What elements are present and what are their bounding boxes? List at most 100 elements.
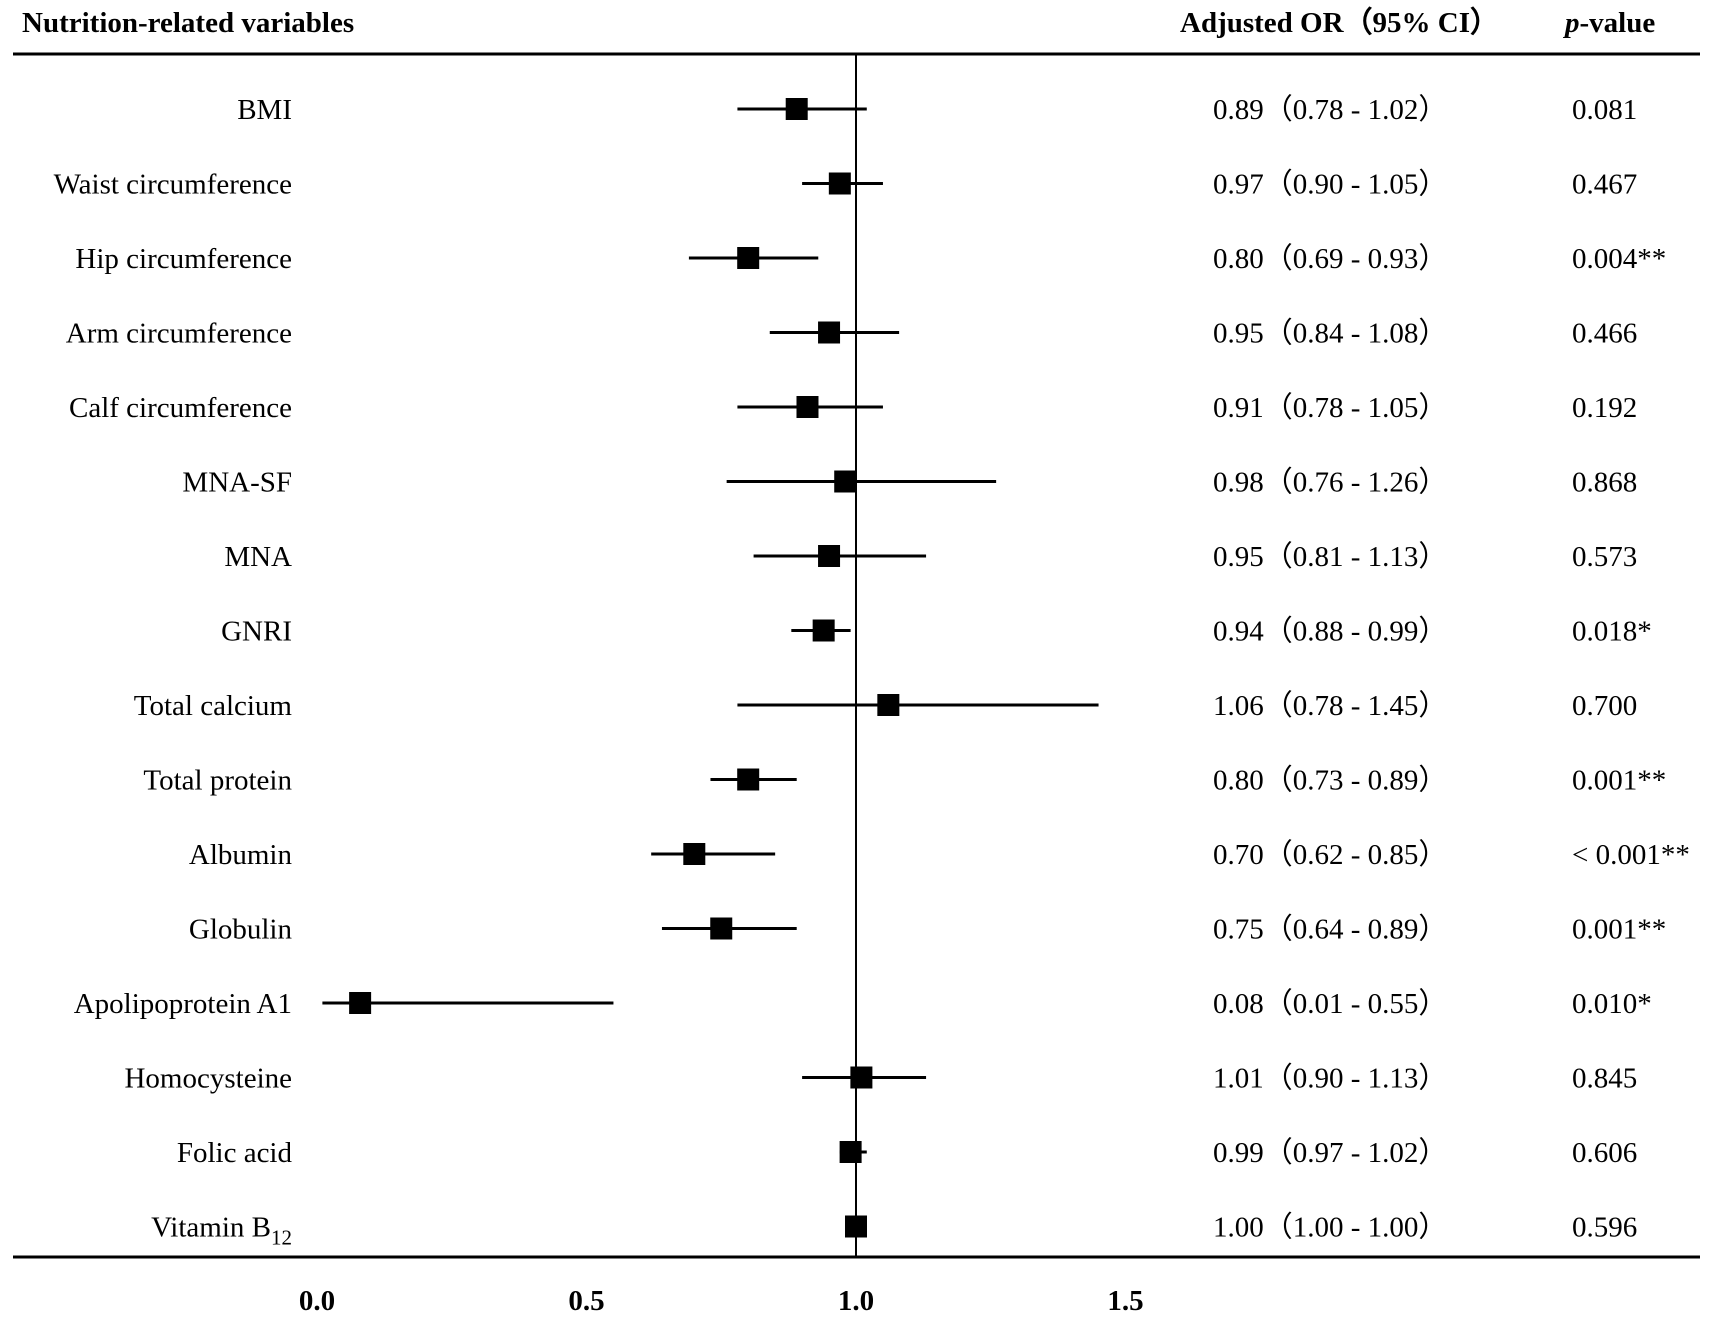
or-point-marker bbox=[839, 1141, 862, 1163]
p-value: 0.845 bbox=[1572, 1063, 1637, 1095]
or-ci-value: 1.01（0.90 - 1.13） bbox=[1213, 1063, 1447, 1095]
or-point-marker bbox=[737, 247, 760, 269]
forest-row: Homocysteine 1.01（0.90 - 1.13） 0.845 bbox=[124, 1063, 1637, 1095]
row-label-text: Calf circumference bbox=[69, 392, 292, 424]
p-value: 0.081 bbox=[1572, 94, 1637, 126]
row-label-text: Apolipoprotein A1 bbox=[74, 988, 292, 1020]
or-ci-value: 0.08（0.01 - 0.55） bbox=[1213, 988, 1447, 1020]
p-value: 0.192 bbox=[1572, 392, 1637, 424]
row-label: Vitamin B12 bbox=[151, 1212, 292, 1250]
row-label: Arm circumference bbox=[66, 318, 292, 350]
or-ci-value: 0.95（0.81 - 1.13） bbox=[1213, 541, 1447, 573]
header-p-value: p-value bbox=[1562, 7, 1655, 39]
row-label: MNA bbox=[224, 541, 292, 573]
x-tick-label: 1.5 bbox=[1107, 1285, 1143, 1317]
row-label-text: Vitamin B bbox=[151, 1212, 271, 1244]
x-axis-ticks: 0.0 0.5 1.0 1.5 bbox=[299, 1285, 1144, 1317]
p-value: 0.018* bbox=[1572, 616, 1652, 648]
or-ci-value: 0.91（0.78 - 1.05） bbox=[1213, 392, 1447, 424]
row-label-text: BMI bbox=[237, 94, 292, 126]
or-point-marker bbox=[818, 545, 841, 567]
or-ci-value: 0.75（0.64 - 0.89） bbox=[1213, 914, 1447, 946]
header-variables: Nutrition-related variables bbox=[22, 7, 354, 39]
row-label: BMI bbox=[237, 94, 292, 126]
row-label: Apolipoprotein A1 bbox=[74, 988, 292, 1020]
header-p-rest: -value bbox=[1580, 7, 1656, 39]
p-value: 0.004** bbox=[1572, 243, 1666, 275]
or-point-marker bbox=[710, 917, 733, 940]
row-label: Calf circumference bbox=[69, 392, 292, 424]
row-label: Hip circumference bbox=[75, 243, 292, 275]
or-ci-value: 0.98（0.76 - 1.26） bbox=[1213, 467, 1447, 499]
forest-row: Albumin 0.70（0.62 - 0.85） < 0.001** bbox=[189, 839, 1690, 871]
or-point-marker bbox=[796, 396, 819, 418]
forest-row: Globulin 0.75（0.64 - 0.89） 0.001** bbox=[189, 914, 1666, 946]
or-ci-value: 0.99（0.97 - 1.02） bbox=[1213, 1137, 1447, 1169]
row-label: Globulin bbox=[189, 914, 293, 946]
or-point-marker bbox=[683, 843, 706, 865]
or-ci-value: 1.00（1.00 - 1.00） bbox=[1213, 1212, 1447, 1244]
p-value: 0.001** bbox=[1572, 765, 1666, 797]
or-ci-value: 0.80（0.69 - 0.93） bbox=[1213, 243, 1447, 275]
row-label: Albumin bbox=[189, 839, 293, 871]
p-value: 0.573 bbox=[1572, 541, 1637, 573]
or-ci-value: 1.06（0.78 - 1.45） bbox=[1213, 690, 1447, 722]
row-label-text: Hip circumference bbox=[75, 243, 292, 275]
or-point-marker bbox=[834, 470, 857, 493]
row-label: Total protein bbox=[143, 765, 292, 797]
p-value: 0.700 bbox=[1572, 690, 1637, 722]
or-ci-value: 0.80（0.73 - 0.89） bbox=[1213, 765, 1447, 797]
row-label-text: Waist circumference bbox=[54, 169, 292, 201]
or-point-marker bbox=[877, 694, 900, 716]
forest-row: MNA 0.95（0.81 - 1.13） 0.573 bbox=[224, 541, 1637, 573]
or-point-marker bbox=[737, 768, 760, 791]
or-ci-value: 0.97（0.90 - 1.05） bbox=[1213, 169, 1447, 201]
or-ci-value: 0.94（0.88 - 0.99） bbox=[1213, 616, 1447, 648]
row-label: MNA-SF bbox=[182, 467, 292, 499]
or-point-marker bbox=[349, 992, 372, 1014]
header-p-italic: p bbox=[1562, 7, 1580, 39]
x-tick-label: 0.0 bbox=[299, 1285, 335, 1317]
or-point-marker bbox=[828, 172, 851, 195]
row-label: Waist circumference bbox=[54, 169, 292, 201]
forest-row: Folic acid 0.99（0.97 - 1.02） 0.606 bbox=[177, 1137, 1637, 1169]
or-point-marker bbox=[812, 619, 835, 642]
row-label: GNRI bbox=[221, 616, 292, 648]
p-value: 0.001** bbox=[1572, 914, 1666, 946]
x-tick-label: 1.0 bbox=[838, 1285, 874, 1317]
forest-row: Total calcium 1.06（0.78 - 1.45） 0.700 bbox=[134, 690, 1637, 722]
row-label: Homocysteine bbox=[124, 1063, 292, 1095]
or-ci-value: 0.70（0.62 - 0.85） bbox=[1213, 839, 1447, 871]
forest-row: Apolipoprotein A1 0.08（0.01 - 0.55） 0.010* bbox=[74, 988, 1652, 1020]
x-tick-label: 0.5 bbox=[568, 1285, 604, 1317]
p-value: 0.868 bbox=[1572, 467, 1637, 499]
header-adjusted-or: Adjusted OR（95% CI） bbox=[1180, 6, 1499, 39]
forest-row: BMI 0.89（0.78 - 1.02） 0.081 bbox=[237, 94, 1637, 126]
row-label-text: GNRI bbox=[221, 616, 292, 648]
or-point-marker bbox=[818, 321, 841, 344]
row-label-text: Folic acid bbox=[177, 1137, 293, 1169]
forest-row: Calf circumference 0.91（0.78 - 1.05） 0.192 bbox=[69, 392, 1637, 424]
forest-row: MNA-SF 0.98（0.76 - 1.26） 0.868 bbox=[182, 467, 1637, 499]
forest-row: GNRI 0.94（0.88 - 0.99） 0.018* bbox=[221, 616, 1652, 648]
forest-rows: BMI 0.89（0.78 - 1.02） 0.081 Waist circumfer… bbox=[54, 94, 1690, 1250]
row-label: Total calcium bbox=[134, 690, 293, 722]
header-row: Nutrition-related variables Adjusted OR（… bbox=[22, 6, 1655, 39]
p-value: 0.467 bbox=[1572, 169, 1637, 201]
forest-row: Vitamin B12 1.00（1.00 - 1.00） 0.596 bbox=[151, 1212, 1637, 1250]
row-label-text: Albumin bbox=[189, 839, 293, 871]
row-label-subscript: 12 bbox=[271, 1226, 292, 1250]
p-value: 0.596 bbox=[1572, 1212, 1637, 1244]
row-label-text: Arm circumference bbox=[66, 318, 292, 350]
or-point-marker bbox=[850, 1066, 873, 1089]
p-value: 0.606 bbox=[1572, 1137, 1637, 1169]
forest-row: Arm circumference 0.95（0.84 - 1.08） 0.466 bbox=[66, 318, 1637, 350]
row-label-text: MNA bbox=[224, 541, 292, 573]
p-value: < 0.001** bbox=[1572, 839, 1690, 871]
row-label-text: Globulin bbox=[189, 914, 293, 946]
row-label-text: MNA-SF bbox=[182, 467, 292, 499]
p-value: 0.466 bbox=[1572, 318, 1637, 350]
forest-row: Waist circumference 0.97（0.90 - 1.05） 0.46… bbox=[54, 169, 1638, 201]
